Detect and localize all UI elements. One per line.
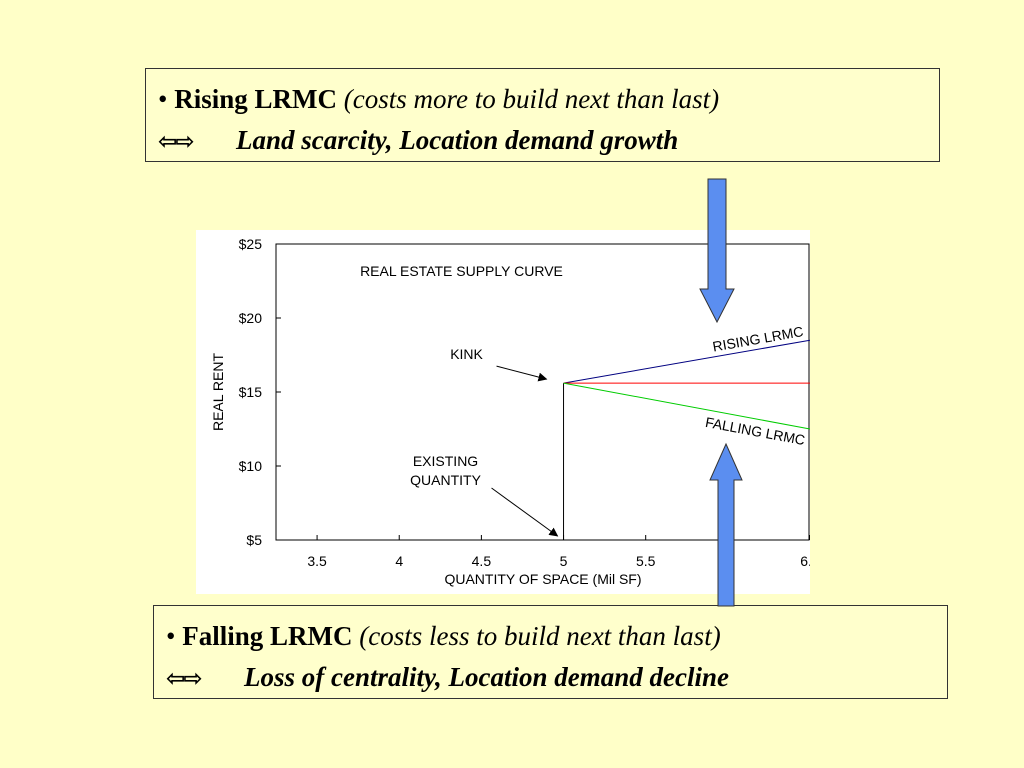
rising-lrmc-title: Rising LRMC — [174, 84, 337, 114]
left-right-arrows-icon: ⇦⇨ — [158, 129, 195, 155]
x-tick-label: 5 — [560, 553, 568, 569]
falling-lrmc-description: (costs less to build next than last) — [359, 621, 721, 651]
existing-quantity-annotation-line: EXISTING — [413, 453, 478, 469]
x-tick-label: 6.5 — [800, 553, 810, 569]
rising-lrmc-causes: ⇦⇨ Land scarcity, Location demand growth — [158, 120, 925, 163]
existing-quantity-annotation-line: QUANTITY — [410, 472, 481, 488]
rising-lrmc-description: (costs more to build next than last) — [343, 84, 720, 114]
rising-lrmc-callout: • Rising LRMC (costs more to build next … — [145, 68, 940, 162]
x-tick-label: 4.5 — [472, 553, 492, 569]
x-axis-label: QUANTITY OF SPACE (Mil SF) — [444, 571, 641, 587]
rising-lrmc-label: RISING LRMC — [711, 323, 804, 355]
falling-lrmc-title: Falling LRMC — [182, 621, 353, 651]
kink-pointer-arrow — [496, 365, 548, 382]
chart-canvas: $5 $10 $15 $20 $25 3.5 4 4.5 5 5.5 6 6.5 QUANTITY OF… — [210, 236, 810, 587]
x-tick-label: 4 — [395, 553, 403, 569]
series-line-rising — [563, 339, 810, 384]
existing-quantity-pointer-arrow — [491, 487, 559, 537]
y-tick-label: $10 — [239, 458, 263, 474]
y-axis-label: REAL RENT — [210, 353, 226, 432]
y-tick-label: $5 — [246, 532, 262, 548]
bullet: • — [158, 84, 168, 114]
series-line-falling — [563, 382, 810, 430]
falling-lrmc-headline: • Falling LRMC (costs less to build next… — [166, 616, 933, 657]
y-tick-label: $15 — [239, 384, 263, 400]
x-tick-label: 3.5 — [307, 553, 327, 569]
kink-annotation: KINK — [450, 346, 483, 362]
x-tick-label: 5.5 — [636, 553, 656, 569]
falling-lrmc-causes-text: Loss of centrality, Location demand decl… — [244, 662, 729, 692]
y-tick-label: $20 — [239, 310, 263, 326]
rising-lrmc-headline: • Rising LRMC (costs more to build next … — [158, 79, 925, 120]
left-right-arrows-icon: ⇦⇨ — [166, 666, 203, 692]
falling-lrmc-causes: ⇦⇨ Loss of centrality, Location demand de… — [166, 657, 933, 700]
supply-curve-chart: $5 $10 $15 $20 $25 3.5 4 4.5 5 5.5 6 6.5 QUANTITY OF… — [196, 230, 810, 594]
plot-frame — [275, 243, 810, 541]
rising-lrmc-causes-text: Land scarcity, Location demand growth — [236, 125, 679, 155]
falling-lrmc-callout: • Falling LRMC (costs less to build next… — [153, 605, 948, 699]
chart-title: REAL ESTATE SUPPLY CURVE — [360, 263, 563, 279]
x-tick-label: 6 — [724, 553, 732, 569]
y-tick-label: $25 — [239, 236, 263, 252]
bullet: • — [166, 621, 176, 651]
